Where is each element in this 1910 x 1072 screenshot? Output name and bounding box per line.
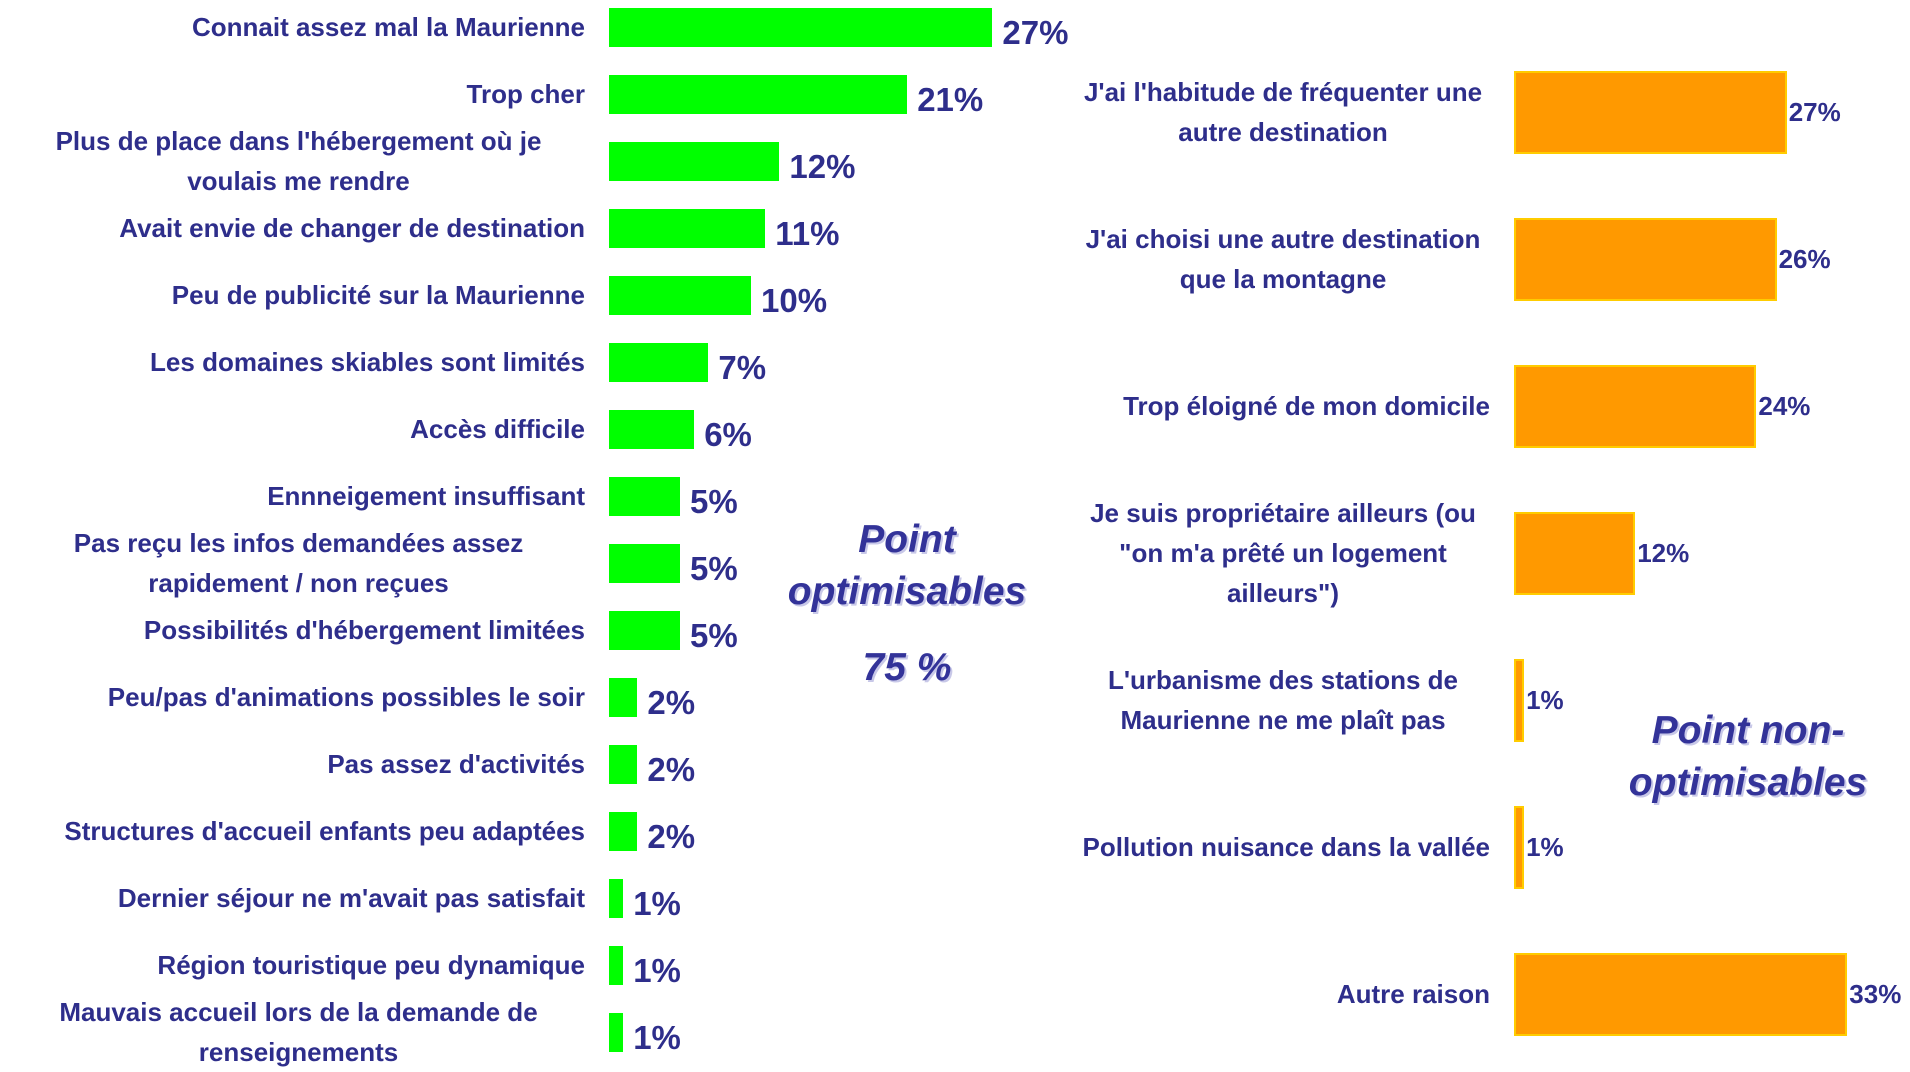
bar — [609, 1012, 624, 1052]
value-label: 1% — [633, 885, 681, 922]
category-text: Plus de place dans l'hébergement où je v… — [55, 125, 542, 196]
category-label: Connait assez mal la Maurienne — [12, 0, 585, 61]
category-text: Pas reçu les infos demandées assez rapid… — [73, 527, 524, 598]
bar — [609, 677, 638, 717]
bar — [609, 7, 993, 47]
category-label: Les domaines skiables sont limités — [12, 329, 585, 396]
value-label: 26% — [1778, 243, 1831, 274]
bar — [1514, 511, 1636, 595]
category-label: Possibilités d'hébergement limitées — [12, 597, 585, 664]
category-text: Connait assez mal la Maurienne — [191, 11, 585, 42]
value-label: 2% — [647, 751, 696, 788]
value-label: 2% — [647, 684, 696, 721]
category-label: Mauvais accueil lors de la demande de re… — [12, 997, 585, 1067]
category-label: Région touristique peu dynamique — [12, 932, 585, 999]
bar — [1514, 70, 1787, 154]
value-label: 21% — [917, 81, 984, 118]
category-label: J'ai choisi une autre destination que la… — [1076, 186, 1490, 333]
value-label: 5% — [690, 617, 738, 654]
value-label: 1% — [633, 1019, 681, 1056]
category-text: J'ai choisi une autre destination que la… — [1085, 223, 1481, 294]
category-text: Trop cher — [466, 78, 585, 109]
bar — [1514, 364, 1757, 448]
category-label: Avait envie de changer de destination — [12, 195, 585, 262]
bar — [609, 543, 680, 583]
value-label: 27% — [1788, 96, 1841, 127]
annotation: Point non-optimisables — [1628, 709, 1868, 804]
value-label: 11% — [775, 215, 840, 252]
category-label: Ennneigement insuffisant — [12, 463, 585, 530]
category-text: Accès difficile — [410, 413, 585, 444]
category-text: Les domaines skiables sont limités — [150, 346, 585, 377]
bar — [609, 342, 709, 382]
category-text: Possibilités d'hébergement limitées — [143, 614, 585, 645]
bar — [609, 945, 624, 985]
annotation: Point optimisables — [787, 518, 1027, 613]
bar — [609, 610, 680, 650]
value-label: 5% — [690, 483, 738, 520]
value-label: 12% — [1637, 537, 1690, 568]
category-text: Peu/pas d'animations possibles le soir — [107, 681, 585, 712]
category-label: Structures d'accueil enfants peu adaptée… — [12, 798, 585, 865]
bar — [1514, 217, 1777, 301]
category-label: J'ai l'habitude de fréquenter une autre … — [1076, 39, 1490, 186]
value-label: 1% — [1526, 684, 1564, 715]
value-label: 33% — [1849, 978, 1902, 1009]
bar — [1514, 952, 1848, 1036]
category-label: Peu/pas d'animations possibles le soir — [12, 664, 585, 731]
value-label: 5% — [690, 550, 738, 587]
category-label: Peu de publicité sur la Maurienne — [12, 262, 585, 329]
category-label: Pollution nuisance dans la vallée — [1076, 774, 1490, 921]
bar — [609, 409, 695, 449]
bar — [1514, 658, 1525, 742]
bar — [609, 744, 638, 784]
category-text: Région touristique peu dynamique — [157, 949, 585, 980]
category-text: Pollution nuisance dans la vallée — [1082, 831, 1490, 862]
category-text: Pas assez d'activités — [327, 748, 585, 779]
value-label: 10% — [761, 282, 828, 319]
category-text: Autre raison — [1336, 978, 1490, 1009]
category-label: Plus de place dans l'hébergement où je v… — [12, 126, 585, 196]
category-text: Peu de publicité sur la Maurienne — [171, 279, 585, 310]
bar — [609, 275, 751, 315]
category-text: Ennneigement insuffisant — [267, 480, 585, 511]
category-label: Accès difficile — [12, 396, 585, 463]
category-label: Dernier séjour ne m'avait pas satisfait — [12, 865, 585, 932]
value-label: 24% — [1758, 390, 1811, 421]
category-text: Dernier séjour ne m'avait pas satisfait — [117, 882, 585, 913]
bar — [609, 74, 908, 114]
category-label: Pas reçu les infos demandées assez rapid… — [12, 528, 585, 598]
value-label: 12% — [789, 148, 856, 185]
category-text: J'ai l'habitude de fréquenter une autre … — [1083, 76, 1483, 147]
category-label: Autre raison — [1076, 921, 1490, 1068]
category-label: Pas assez d'activités — [12, 731, 585, 798]
category-label: Je suis propriétaire ailleurs (ou "on m'… — [1076, 480, 1490, 627]
category-text: Structures d'accueil enfants peu adaptée… — [64, 815, 585, 846]
value-label: 27% — [1002, 14, 1069, 51]
bar — [609, 811, 638, 851]
bar — [609, 476, 680, 516]
value-label: 1% — [633, 952, 681, 989]
bar — [1514, 805, 1525, 889]
category-label: Trop cher — [12, 61, 585, 128]
value-label: 6% — [704, 416, 752, 453]
category-text: Je suis propriétaire ailleurs (ou "on m'… — [1090, 497, 1476, 609]
category-text: Mauvais accueil lors de la demande de re… — [59, 996, 538, 1067]
value-label: 1% — [1526, 831, 1564, 862]
value-label: 2% — [647, 818, 696, 855]
bar — [609, 141, 780, 181]
category-text: Avait envie de changer de destination — [119, 212, 585, 243]
category-label: Trop éloigné de mon domicile — [1076, 333, 1490, 480]
category-label: L'urbanisme des stations de Maurienne ne… — [1076, 627, 1490, 774]
value-label: 7% — [718, 349, 767, 386]
category-text: L'urbanisme des stations de Maurienne ne… — [1107, 664, 1459, 735]
bar — [609, 878, 624, 918]
category-text: Trop éloigné de mon domicile — [1123, 390, 1490, 421]
bar — [609, 208, 766, 248]
annotation: 75 % — [862, 646, 952, 689]
